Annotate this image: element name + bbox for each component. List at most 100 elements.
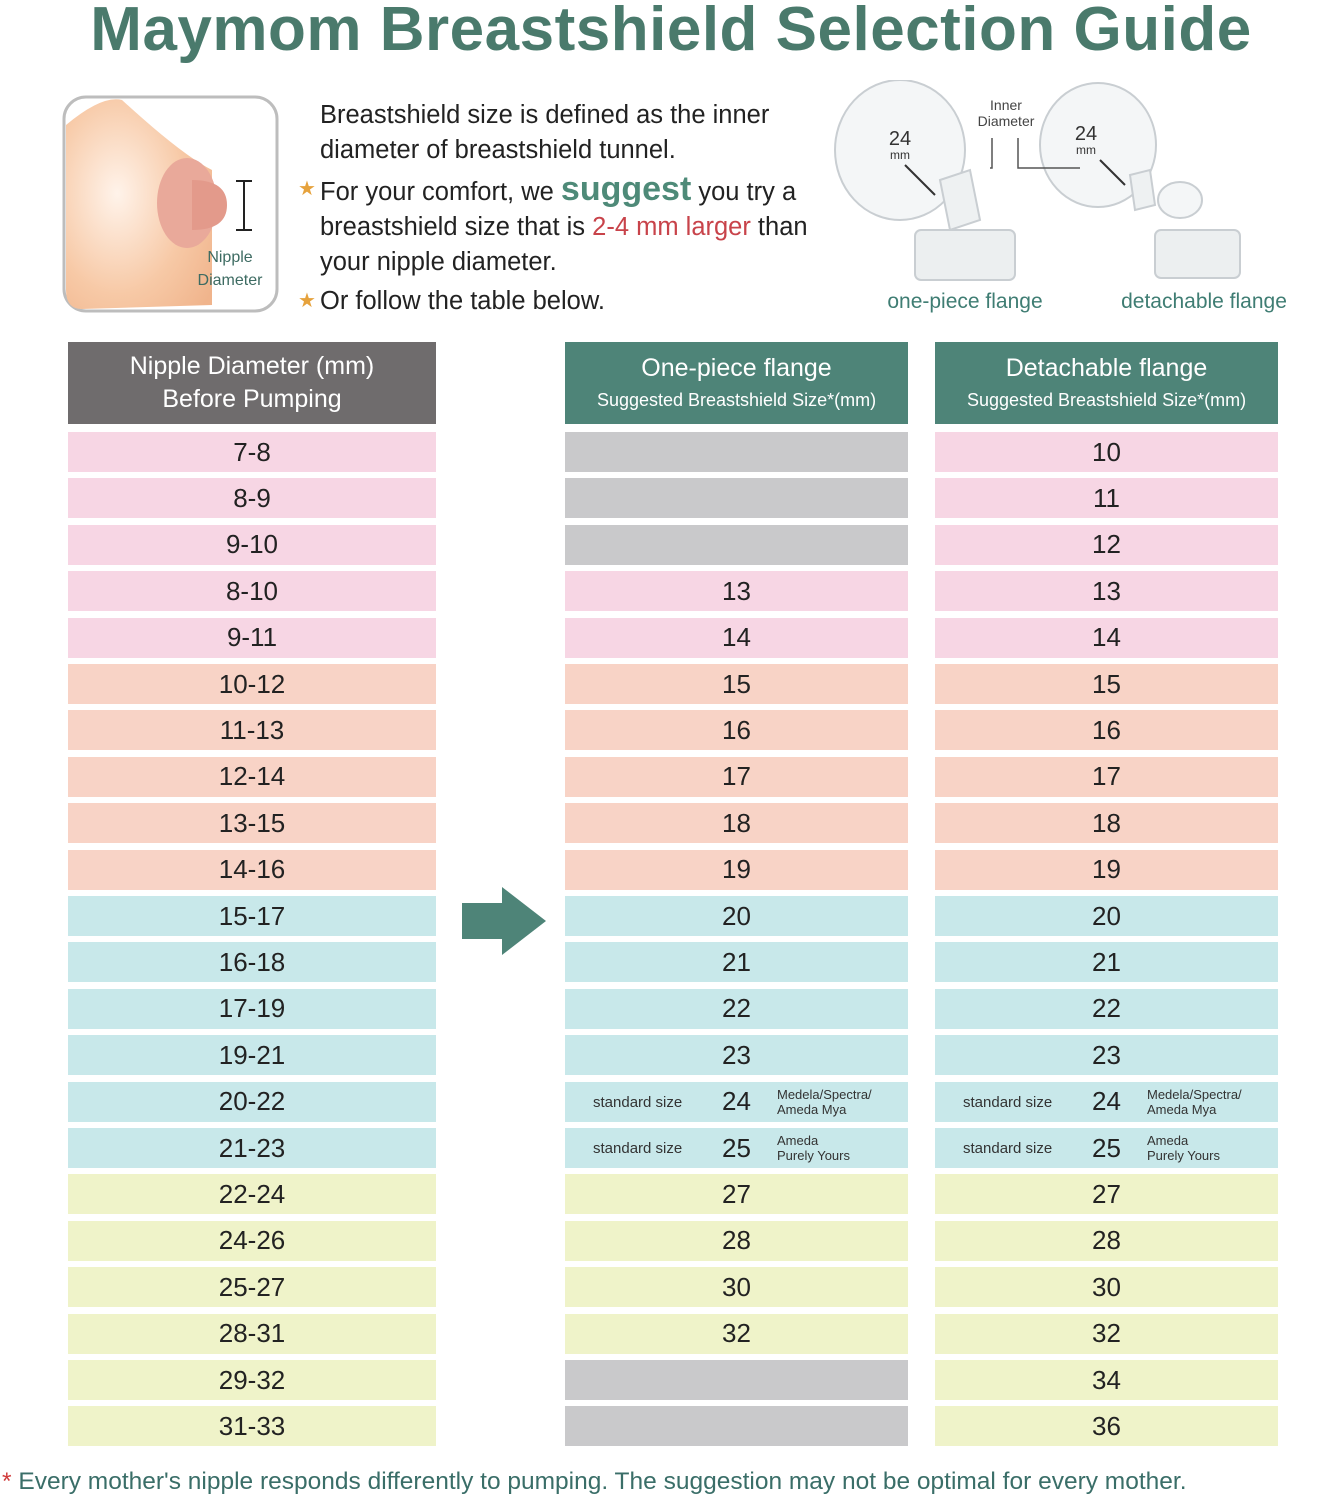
header-line: Before Pumping: [162, 385, 342, 413]
highlight: 2-4 mm larger: [592, 213, 751, 241]
table-cell: 16-18: [68, 942, 436, 983]
table-cell: 23: [935, 1035, 1278, 1076]
bullet: ★ For your comfort, we suggest you try a …: [298, 170, 808, 277]
table-cell: 36: [935, 1406, 1278, 1447]
table-cell: 14-16: [68, 849, 436, 890]
table-cell: 10: [935, 432, 1278, 472]
nipple-label: Nipple: [207, 249, 252, 266]
table-cell: 29-32: [68, 1360, 436, 1400]
table-cell: 21: [935, 942, 1278, 983]
table-cell: 21-23: [68, 1128, 436, 1168]
table-cell: 30: [565, 1267, 908, 1308]
table-cell: 19: [565, 849, 908, 890]
table-cell: 16: [565, 710, 908, 751]
table-cell: 17: [565, 756, 908, 797]
intro: Breastshield size is defined as the inne…: [298, 98, 823, 323]
table-header: One-piece flange Suggested Breastshield S…: [565, 342, 908, 424]
table-header: Detachable flange Suggested Breastshield …: [935, 342, 1278, 424]
flange-caption: one-piece flange: [887, 290, 1042, 313]
table-cell: 9-11: [68, 617, 436, 658]
table-cell: 18: [935, 803, 1278, 844]
table-cell: 11-13: [68, 710, 436, 751]
footnote-text: Every mother's nipple responds different…: [18, 1468, 1187, 1495]
definition: Breastshield size is defined as the inne…: [320, 101, 770, 164]
note: standard size: [593, 1140, 683, 1157]
inner-diameter-label: Inner: [990, 97, 1022, 113]
table-cell: [565, 432, 908, 472]
table-cell: 8-10: [68, 571, 436, 612]
table-cell: 17-19: [68, 988, 436, 1029]
table-cell: 13: [565, 571, 908, 612]
table-cell: 10-12: [68, 664, 436, 704]
note: standard size: [963, 1093, 1053, 1111]
header-line: Nipple Diameter (mm): [129, 352, 375, 380]
table-cell: 13: [935, 571, 1278, 612]
table-cell: 7-8: [68, 432, 436, 472]
nipple-figure: Nipple Diameter: [62, 95, 279, 313]
note: Ameda: [1147, 1133, 1189, 1148]
table-cell: 14: [565, 617, 908, 658]
table-cell: 15-17: [68, 896, 436, 936]
table-cell: 34: [935, 1360, 1278, 1400]
size-label: 24: [1075, 123, 1097, 145]
table-cell: [565, 478, 908, 519]
table-cell: 11: [935, 478, 1278, 519]
note: standard size: [593, 1093, 683, 1111]
text: than your nipple diameter.: [320, 213, 808, 276]
note: Ameda Mya: [777, 1101, 847, 1117]
text: you try a breastshield size that is: [320, 178, 797, 241]
table-cell: 28: [935, 1220, 1278, 1261]
header-line: Suggested Breastshield Size*(mm): [966, 389, 1247, 410]
table-cell: 20-22: [68, 1081, 436, 1122]
table-cell: [565, 1406, 908, 1447]
table-cell: 15: [565, 664, 908, 704]
table-cell: 21: [565, 942, 908, 983]
table-cell: 32: [565, 1313, 908, 1354]
table-cell: 22: [935, 988, 1278, 1029]
table-cell: 28-31: [68, 1313, 436, 1354]
table-cell: 22-24: [68, 1174, 436, 1215]
text: For your comfort, we: [320, 178, 561, 206]
note: Purely Yours: [1147, 1148, 1220, 1163]
table-cell: 12: [935, 524, 1278, 565]
bullet: ★ Or follow the table below.: [298, 287, 605, 315]
table-cell: 19: [935, 849, 1278, 890]
table-cell: [565, 1360, 908, 1400]
table-cell: 24-26: [68, 1220, 436, 1261]
table-cell: 30: [935, 1267, 1278, 1308]
note: Ameda: [777, 1133, 819, 1148]
header-line: Suggested Breastshield Size*(mm): [596, 389, 877, 410]
table-cell: 19-21: [68, 1035, 436, 1076]
inner-diameter-label: Diameter: [978, 113, 1035, 129]
table-cell: 27: [935, 1174, 1278, 1215]
table-cell: 24: [565, 1081, 908, 1122]
nipple-label: Diameter: [198, 272, 264, 289]
footnote-mark: *: [2, 1468, 12, 1495]
text: Or follow the table below.: [320, 287, 605, 315]
table-cell: 8-9: [68, 478, 436, 519]
table-cell: 31-33: [68, 1406, 436, 1447]
table-cell: 25-27: [68, 1267, 436, 1308]
table-cell: 20: [935, 896, 1278, 936]
table-cell: 24: [935, 1081, 1278, 1122]
size-label: 24: [889, 128, 911, 150]
table-cell: 17: [935, 756, 1278, 797]
header-line: Detachable flange: [1005, 353, 1208, 382]
table-cell: 22: [565, 988, 908, 1029]
note: Medela/Spectra/: [777, 1086, 872, 1102]
table-cell: 16: [935, 710, 1278, 751]
table-cell: 12-14: [68, 756, 436, 797]
note: Ameda Mya: [1147, 1101, 1217, 1117]
unit-label: mm: [1076, 143, 1096, 157]
table-cell: 28: [565, 1220, 908, 1261]
note: standard size: [963, 1140, 1053, 1157]
note: Purely Yours: [777, 1148, 850, 1163]
table-cell: [565, 524, 908, 565]
note: Medela/Spectra/: [1147, 1086, 1242, 1102]
title: Maymom Breastshield Selection Guide: [90, 0, 1252, 64]
header-line: One-piece flange: [641, 353, 832, 382]
table-cell: 15: [935, 664, 1278, 704]
table-cell: 18: [565, 803, 908, 844]
table-cell: 13-15: [68, 803, 436, 844]
